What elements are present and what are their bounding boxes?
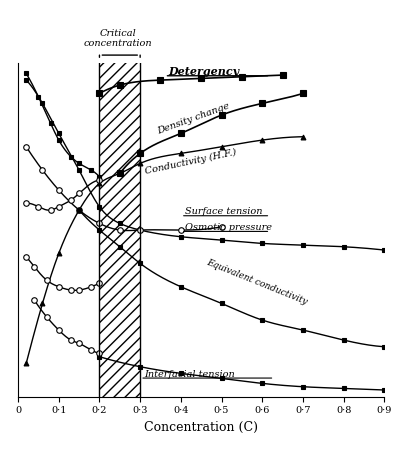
Text: Conductivity (H.F.): Conductivity (H.F.) — [144, 148, 237, 176]
Text: Equivalent conductivity: Equivalent conductivity — [205, 257, 309, 306]
Text: Density change: Density change — [156, 101, 231, 136]
Text: Interfacial tension: Interfacial tension — [144, 370, 235, 379]
Bar — [99, 63, 140, 397]
Text: Surface tension: Surface tension — [185, 207, 263, 216]
Text: Osmotic pressure: Osmotic pressure — [185, 223, 272, 232]
Text: Critical
concentration: Critical concentration — [83, 29, 152, 48]
Text: Detergency: Detergency — [168, 66, 240, 77]
X-axis label: Concentration (C): Concentration (C) — [144, 421, 258, 434]
